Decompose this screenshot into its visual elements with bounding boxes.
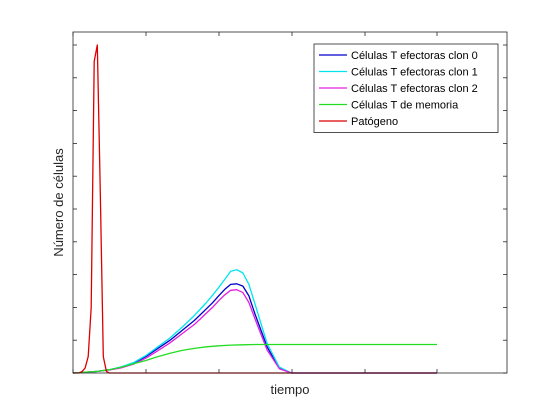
legend-label-0: Células T efectoras clon 0: [351, 50, 478, 62]
legend-label-2: Células T efectoras clon 2: [351, 83, 478, 95]
series-line-0: [72, 283, 437, 374]
axis-ticks: [72, 32, 507, 374]
series-line-1: [72, 269, 437, 374]
legend: Células T efectoras clon 0 Células T efec…: [313, 43, 499, 133]
series-line-2: [72, 289, 437, 374]
legend-label-4: Patógeno: [351, 116, 398, 128]
axes-frame: [72, 31, 508, 374]
y-axis-label: Número de células: [51, 148, 66, 257]
series-line-3: [72, 343, 437, 374]
x-axis-label: tiempo: [270, 382, 309, 397]
chart-marks: [72, 44, 437, 374]
legend-label-3: Células T de memoria: [351, 100, 459, 112]
series-line-4: [73, 44, 437, 374]
legend-label-1: Células T efectoras clon 1: [351, 67, 478, 79]
